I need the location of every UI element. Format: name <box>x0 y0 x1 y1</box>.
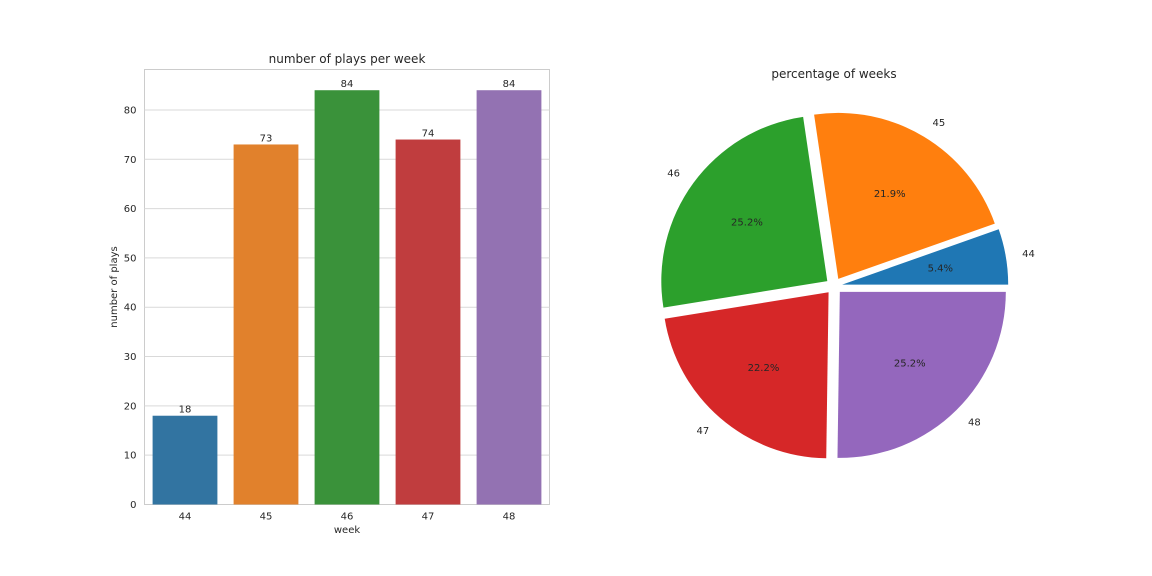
bar-x-tick-label: 46 <box>341 512 354 523</box>
pie-category-label: 45 <box>933 118 946 129</box>
bar-data-label: 18 <box>179 405 192 416</box>
bar-47 <box>395 139 461 505</box>
bar-data-label: 73 <box>260 133 273 144</box>
bar-data-labels: 18 73 84 74 84 <box>179 79 516 416</box>
pie-wedge-47 <box>664 292 829 459</box>
pie-percent-labels: 5.4% 21.9% 25.2% 22.2% 25.2% <box>731 189 953 374</box>
pie-category-label: 48 <box>968 417 981 428</box>
bar-x-tick-labels: 44 45 46 47 48 <box>179 512 516 523</box>
pie-percent-label: 25.2% <box>894 358 926 369</box>
pie-category-labels: 44 45 46 47 48 <box>667 118 1035 437</box>
pie-percent-label: 21.9% <box>874 189 906 200</box>
bar-x-axis-label: week <box>334 525 360 536</box>
bar-y-tick-labels: 0 10 20 30 40 50 60 70 80 <box>124 105 137 511</box>
bar-y-tick-label: 50 <box>124 253 137 264</box>
bar-48 <box>476 90 542 505</box>
pie-percent-label: 5.4% <box>928 263 953 274</box>
bar-marks <box>152 90 542 505</box>
bar-data-label: 84 <box>503 79 516 90</box>
bar-y-tick-label: 70 <box>124 155 137 166</box>
pie-wedge-46 <box>661 116 828 308</box>
bar-x-tick-label: 45 <box>260 512 273 523</box>
bar-x-tick-label: 48 <box>503 512 516 523</box>
bar-y-tick-label: 40 <box>124 303 137 314</box>
bar-chart-title: number of plays per week <box>269 52 426 66</box>
bar-data-label: 74 <box>422 129 435 140</box>
bar-x-tick-label: 47 <box>422 512 435 523</box>
pie-category-label: 44 <box>1022 249 1035 260</box>
bar-45 <box>233 144 299 505</box>
bar-46 <box>314 90 380 505</box>
pie-category-label: 47 <box>697 426 710 437</box>
pie-wedge-45 <box>814 112 995 279</box>
bar-y-tick-label: 10 <box>124 451 137 462</box>
pie-chart-title: percentage of weeks <box>771 67 896 81</box>
pie-chart: 44 45 46 47 48 5.4% 21.9% 25.2% 22.2% 25.2% perc… <box>661 67 1035 459</box>
pie-percent-label: 25.2% <box>731 218 763 229</box>
bar-y-tick-label: 30 <box>124 352 137 363</box>
pie-category-label: 46 <box>667 169 680 180</box>
bar-data-label: 84 <box>341 79 354 90</box>
pie-wedge-44 <box>842 229 1009 285</box>
bar-x-tick-label: 44 <box>179 512 192 523</box>
bar-y-tick-label: 20 <box>124 401 137 412</box>
bar-44 <box>152 415 218 505</box>
pie-percent-label: 22.2% <box>748 363 780 374</box>
bar-y-tick-label: 0 <box>130 500 136 511</box>
pie-wedges <box>661 112 1009 459</box>
bar-y-tick-label: 60 <box>124 204 137 215</box>
pie-wedge-48 <box>837 291 1006 458</box>
bar-y-axis-label: number of plays <box>109 246 120 327</box>
bar-y-tick-label: 80 <box>124 105 137 116</box>
